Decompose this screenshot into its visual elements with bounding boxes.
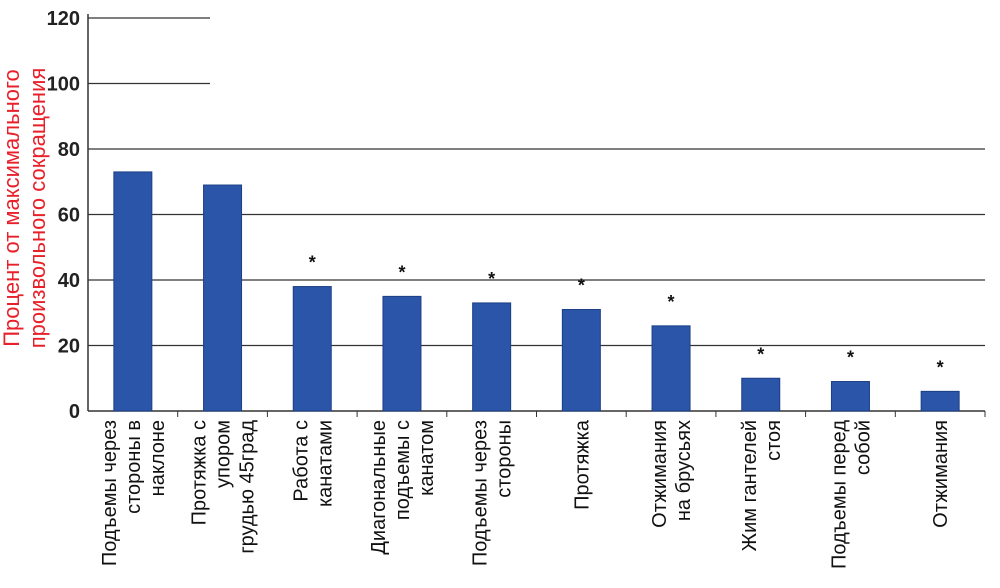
category-label-line: стороны в bbox=[123, 420, 145, 514]
category-label-line: на брусьях bbox=[673, 420, 695, 521]
category-label-line: Протяжка bbox=[571, 419, 593, 510]
y-axis-label: Процент от максимальногопроизвольного со… bbox=[0, 68, 50, 349]
category-label-line: подъемы с bbox=[392, 420, 414, 520]
y-axis-ticks: 0 20 40 60 80 100 120 bbox=[47, 8, 80, 423]
bars bbox=[113, 171, 960, 412]
y-tick-label: 60 bbox=[58, 205, 80, 227]
bar bbox=[741, 377, 781, 412]
category-label-line: наклоне bbox=[147, 420, 169, 496]
bar bbox=[292, 286, 332, 412]
bar bbox=[382, 295, 422, 412]
category-label-line: Работа с bbox=[290, 420, 312, 502]
category-label-line: стоя bbox=[763, 420, 785, 461]
significance-star: * bbox=[757, 344, 764, 364]
category-label: Протяжка bbox=[571, 419, 593, 510]
significance-star: * bbox=[398, 262, 405, 282]
y-tick-label: 40 bbox=[58, 270, 80, 292]
category-label-line: канатами bbox=[314, 420, 336, 507]
significance-star: * bbox=[668, 292, 675, 312]
y-tick-label: 0 bbox=[69, 401, 80, 423]
y-axis-label-line: произвольного сокращения bbox=[25, 68, 50, 349]
category-label-line: Протяжка с bbox=[189, 420, 211, 525]
category-label-line: упором bbox=[213, 420, 235, 488]
bar bbox=[651, 325, 691, 412]
significance-star: * bbox=[309, 253, 316, 273]
category-label: Подъемы перед собой bbox=[828, 420, 874, 569]
bar bbox=[113, 171, 153, 412]
bar bbox=[472, 302, 512, 412]
y-tick-label: 20 bbox=[58, 336, 80, 358]
category-label: Жим гантелей стоя bbox=[739, 420, 785, 551]
category-label-line: Подъемы через bbox=[470, 420, 492, 566]
category-label: Отжимания bbox=[930, 420, 952, 528]
bar bbox=[203, 184, 243, 412]
category-label: Работа с канатами bbox=[290, 420, 336, 507]
category-label-line: стороны bbox=[494, 420, 516, 498]
category-label: Диагональные подъемы с канатом bbox=[368, 420, 438, 555]
bar bbox=[561, 308, 601, 412]
significance-markers: * * * * * * * * bbox=[309, 253, 944, 378]
significance-star: * bbox=[488, 269, 495, 289]
y-tick-label: 120 bbox=[47, 8, 80, 30]
significance-star: * bbox=[847, 348, 854, 368]
category-label-line: собой bbox=[852, 420, 874, 475]
y-axis-label-line: Процент от максимального bbox=[0, 69, 24, 347]
significance-star: * bbox=[937, 357, 944, 377]
category-label-line: Отжимания bbox=[649, 420, 671, 528]
category-label: Подъемы через стороны в наклоне bbox=[99, 420, 169, 566]
category-label-line: Диагональные bbox=[368, 420, 390, 555]
bar bbox=[830, 381, 870, 412]
significance-star: * bbox=[578, 275, 585, 295]
category-label: Отжимания на брусьях bbox=[649, 420, 695, 528]
bar bbox=[920, 390, 960, 412]
category-label-line: Подъемы перед bbox=[828, 420, 850, 569]
category-label-line: канатом bbox=[416, 420, 438, 496]
y-tick-label: 80 bbox=[58, 139, 80, 161]
category-label: Протяжка с упором грудью 45град bbox=[189, 420, 259, 554]
category-label: Подъемы через стороны bbox=[470, 420, 516, 566]
category-label-line: Жим гантелей bbox=[739, 420, 761, 551]
category-label-line: Отжимания bbox=[930, 420, 952, 528]
category-label-line: грудью 45град bbox=[237, 420, 259, 554]
y-tick-label: 100 bbox=[47, 74, 80, 96]
category-label-line: Подъемы через bbox=[99, 420, 121, 566]
